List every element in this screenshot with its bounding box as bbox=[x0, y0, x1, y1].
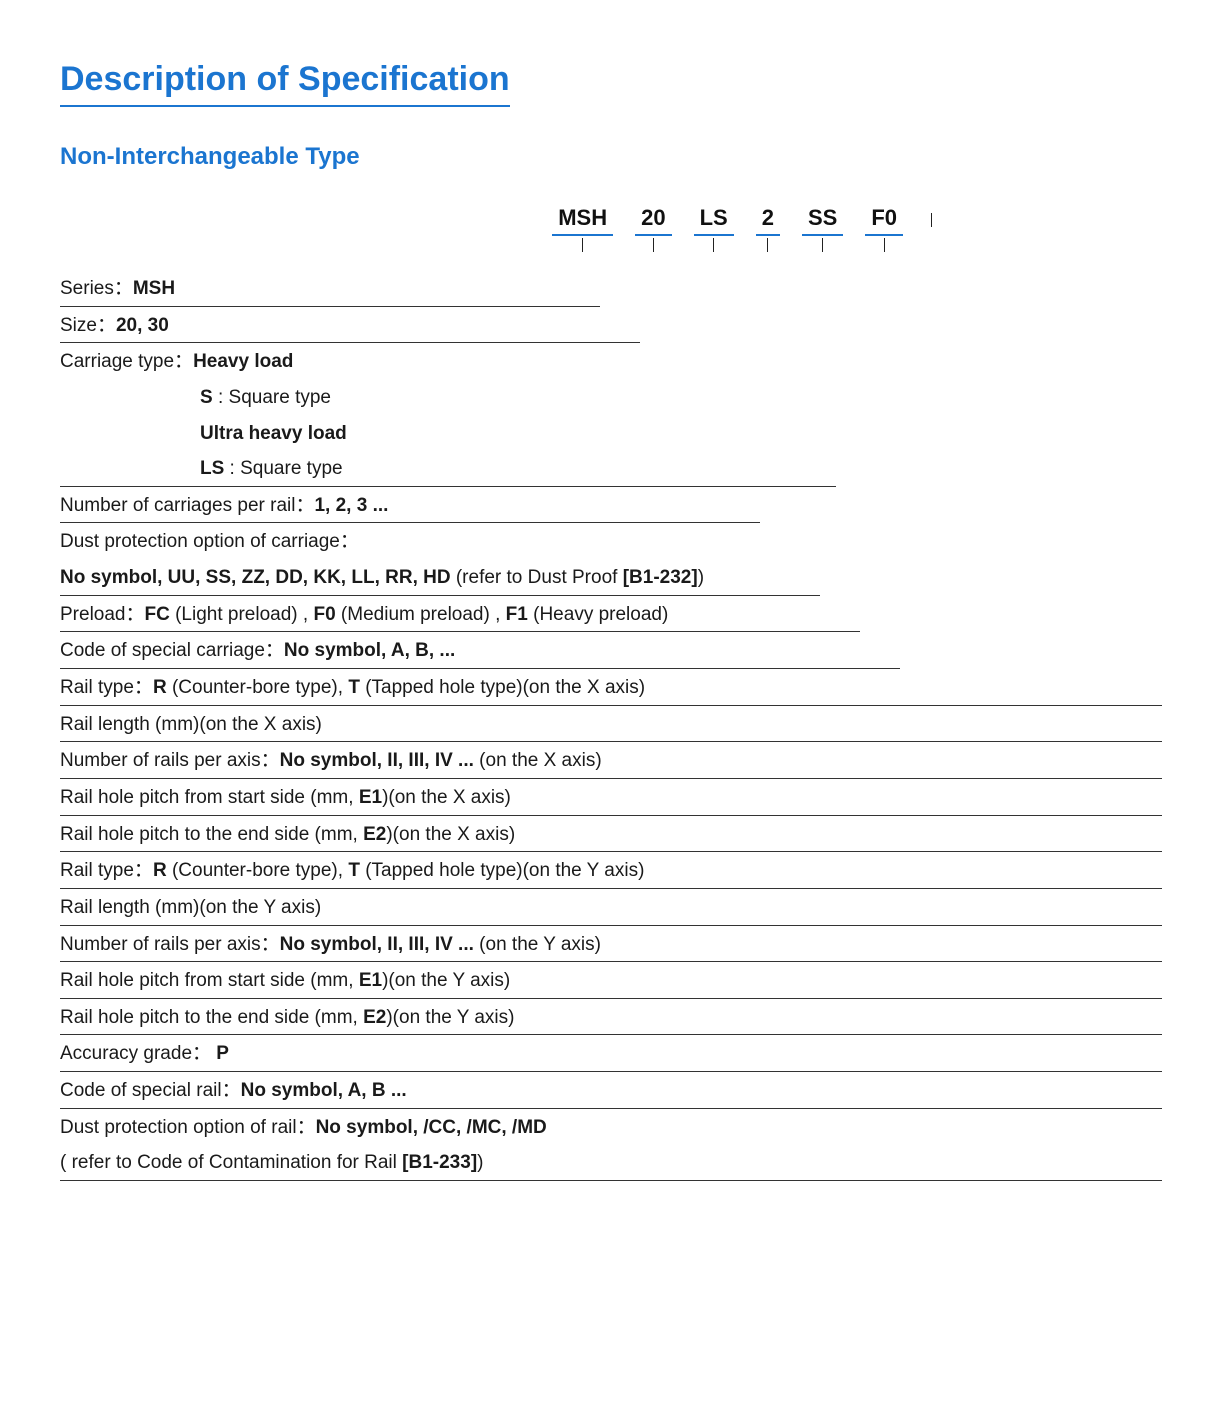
row-carriage-type-heading: Carriage type：Heavy load bbox=[60, 343, 1162, 379]
row-dust-carriage-options: No symbol, UU, SS, ZZ, DD, KK, LL, RR, H… bbox=[60, 559, 820, 596]
row-rail-length-x: Rail length (mm)(on the X axis) bbox=[60, 706, 1162, 743]
title-text: Description of Specification bbox=[60, 60, 510, 107]
code-carriage-count: 2 bbox=[756, 205, 780, 252]
row-rail-type-x: Rail type：R (Counter-bore type), T (Tapp… bbox=[60, 669, 1162, 706]
code-size: 20 bbox=[635, 205, 671, 252]
row-pitch-end-y: Rail hole pitch to the end side (mm, E2)… bbox=[60, 999, 1162, 1036]
row-special-rail: Code of special rail：No symbol, A, B ... bbox=[60, 1072, 1162, 1109]
code-series: MSH bbox=[552, 205, 613, 252]
page-title: Description of Specification bbox=[60, 60, 1162, 107]
code-preload: F0 bbox=[865, 205, 903, 252]
code-trailing-stem bbox=[931, 213, 932, 227]
row-series: Series：MSH bbox=[60, 270, 600, 307]
code-dust-option: SS bbox=[802, 205, 843, 252]
row-rails-per-axis-x: Number of rails per axis：No symbol, II, … bbox=[60, 742, 1162, 779]
spec-page: Description of Specification Non-Interch… bbox=[0, 0, 1222, 1221]
row-carriages-per-rail: Number of carriages per rail：1, 2, 3 ... bbox=[60, 487, 760, 524]
row-rail-type-y: Rail type：R (Counter-bore type), T (Tapp… bbox=[60, 852, 1162, 889]
row-rails-per-axis-y: Number of rails per axis：No symbol, II, … bbox=[60, 926, 1162, 963]
row-pitch-end-x: Rail hole pitch to the end side (mm, E2)… bbox=[60, 816, 1162, 853]
definition-rows: Series：MSH Size：20, 30 Carriage type：Hea… bbox=[60, 270, 1162, 1181]
row-special-carriage: Code of special carriage：No symbol, A, B… bbox=[60, 632, 900, 669]
row-carriage-ls: LS : Square type bbox=[60, 450, 836, 487]
code-carriage-type: LS bbox=[694, 205, 734, 252]
row-preload: Preload：FC (Light preload) , F0 (Medium … bbox=[60, 596, 860, 633]
row-rail-length-y: Rail length (mm)(on the Y axis) bbox=[60, 889, 1162, 926]
row-dust-carriage-label: Dust protection option of carriage： bbox=[60, 523, 1162, 559]
row-carriage-s: S : Square type bbox=[60, 379, 1162, 415]
code-bar: MSH 20 LS 2 SS F0 bbox=[60, 205, 1162, 252]
subtitle: Non-Interchangeable Type bbox=[60, 143, 1162, 171]
row-carriage-ultra: Ultra heavy load bbox=[60, 415, 1162, 451]
row-dust-rail: Dust protection option of rail：No symbol… bbox=[60, 1109, 1162, 1145]
row-pitch-start-x: Rail hole pitch from start side (mm, E1)… bbox=[60, 779, 1162, 816]
row-dust-rail-ref: ( refer to Code of Contamination for Rai… bbox=[60, 1144, 1162, 1181]
row-accuracy-grade: Accuracy grade： P bbox=[60, 1035, 1162, 1072]
row-size: Size：20, 30 bbox=[60, 307, 640, 344]
row-pitch-start-y: Rail hole pitch from start side (mm, E1)… bbox=[60, 962, 1162, 999]
